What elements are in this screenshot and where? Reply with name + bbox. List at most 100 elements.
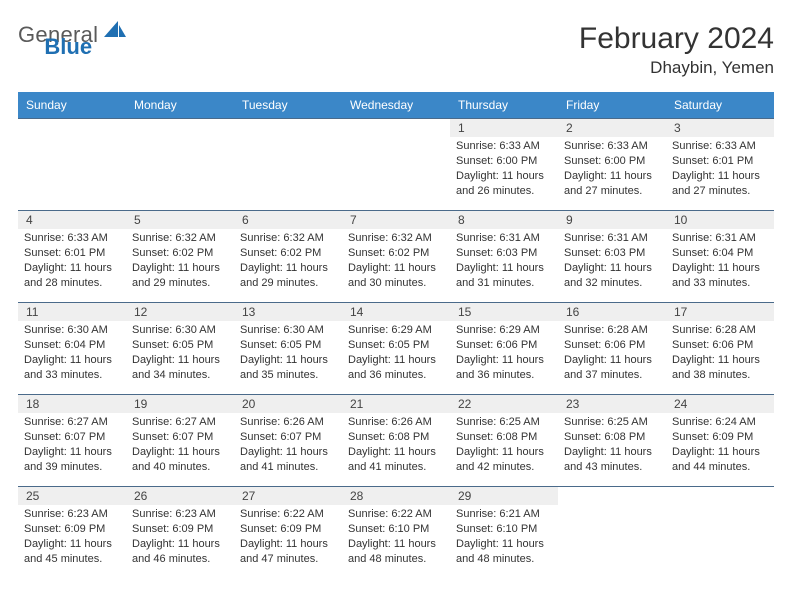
calendar-cell: 4Sunrise: 6:33 AMSunset: 6:01 PMDaylight… bbox=[18, 211, 126, 303]
calendar-cell: 1Sunrise: 6:33 AMSunset: 6:00 PMDaylight… bbox=[450, 119, 558, 211]
calendar-row: 11Sunrise: 6:30 AMSunset: 6:04 PMDayligh… bbox=[18, 303, 774, 395]
logo-text-blue: Blue bbox=[44, 34, 92, 60]
day-content: Sunrise: 6:31 AMSunset: 6:03 PMDaylight:… bbox=[558, 229, 666, 294]
calendar-cell: 0 bbox=[342, 119, 450, 211]
day-number: 10 bbox=[666, 211, 774, 229]
day-number: 22 bbox=[450, 395, 558, 413]
calendar-cell: 29Sunrise: 6:21 AMSunset: 6:10 PMDayligh… bbox=[450, 487, 558, 579]
day-number: 28 bbox=[342, 487, 450, 505]
weekday-header: Tuesday bbox=[234, 92, 342, 119]
page-title: February 2024 bbox=[579, 22, 774, 56]
calendar-cell: 2Sunrise: 6:33 AMSunset: 6:00 PMDaylight… bbox=[558, 119, 666, 211]
calendar-table: SundayMondayTuesdayWednesdayThursdayFrid… bbox=[18, 92, 774, 579]
logo-sail-icon bbox=[104, 21, 126, 44]
calendar-row: 25Sunrise: 6:23 AMSunset: 6:09 PMDayligh… bbox=[18, 487, 774, 579]
day-content: Sunrise: 6:23 AMSunset: 6:09 PMDaylight:… bbox=[18, 505, 126, 570]
calendar-cell: 16Sunrise: 6:28 AMSunset: 6:06 PMDayligh… bbox=[558, 303, 666, 395]
day-number: 4 bbox=[18, 211, 126, 229]
day-content bbox=[666, 505, 774, 511]
calendar-cell: 3Sunrise: 6:33 AMSunset: 6:01 PMDaylight… bbox=[666, 119, 774, 211]
calendar-cell: 0 bbox=[234, 119, 342, 211]
calendar-row: 4Sunrise: 6:33 AMSunset: 6:01 PMDaylight… bbox=[18, 211, 774, 303]
day-number: 29 bbox=[450, 487, 558, 505]
calendar-cell: 10Sunrise: 6:31 AMSunset: 6:04 PMDayligh… bbox=[666, 211, 774, 303]
day-number: 15 bbox=[450, 303, 558, 321]
day-number: 21 bbox=[342, 395, 450, 413]
day-content bbox=[558, 505, 666, 511]
day-content: Sunrise: 6:30 AMSunset: 6:05 PMDaylight:… bbox=[126, 321, 234, 386]
day-content: Sunrise: 6:27 AMSunset: 6:07 PMDaylight:… bbox=[18, 413, 126, 478]
weekday-header-row: SundayMondayTuesdayWednesdayThursdayFrid… bbox=[18, 92, 774, 119]
day-number: 12 bbox=[126, 303, 234, 321]
calendar-cell: 0 bbox=[18, 119, 126, 211]
day-number: 20 bbox=[234, 395, 342, 413]
day-content: Sunrise: 6:28 AMSunset: 6:06 PMDaylight:… bbox=[666, 321, 774, 386]
day-number: 26 bbox=[126, 487, 234, 505]
day-number: 25 bbox=[18, 487, 126, 505]
day-content: Sunrise: 6:25 AMSunset: 6:08 PMDaylight:… bbox=[450, 413, 558, 478]
weekday-header: Saturday bbox=[666, 92, 774, 119]
calendar-cell: 14Sunrise: 6:29 AMSunset: 6:05 PMDayligh… bbox=[342, 303, 450, 395]
day-content: Sunrise: 6:30 AMSunset: 6:04 PMDaylight:… bbox=[18, 321, 126, 386]
weekday-header: Wednesday bbox=[342, 92, 450, 119]
day-content: Sunrise: 6:31 AMSunset: 6:04 PMDaylight:… bbox=[666, 229, 774, 294]
day-content: Sunrise: 6:33 AMSunset: 6:00 PMDaylight:… bbox=[450, 137, 558, 202]
day-number: 1 bbox=[450, 119, 558, 137]
day-number: 19 bbox=[126, 395, 234, 413]
calendar-cell: 21Sunrise: 6:26 AMSunset: 6:08 PMDayligh… bbox=[342, 395, 450, 487]
day-content bbox=[18, 137, 126, 143]
calendar-cell: 24Sunrise: 6:24 AMSunset: 6:09 PMDayligh… bbox=[666, 395, 774, 487]
day-content: Sunrise: 6:33 AMSunset: 6:00 PMDaylight:… bbox=[558, 137, 666, 202]
calendar-cell: 11Sunrise: 6:30 AMSunset: 6:04 PMDayligh… bbox=[18, 303, 126, 395]
calendar-cell: 27Sunrise: 6:22 AMSunset: 6:09 PMDayligh… bbox=[234, 487, 342, 579]
day-content: Sunrise: 6:33 AMSunset: 6:01 PMDaylight:… bbox=[666, 137, 774, 202]
calendar-cell: 0 bbox=[558, 487, 666, 579]
logo-blue-row: General Blue bbox=[32, 34, 92, 60]
weekday-header: Monday bbox=[126, 92, 234, 119]
calendar-cell: 25Sunrise: 6:23 AMSunset: 6:09 PMDayligh… bbox=[18, 487, 126, 579]
day-number: 9 bbox=[558, 211, 666, 229]
day-content: Sunrise: 6:28 AMSunset: 6:06 PMDaylight:… bbox=[558, 321, 666, 386]
day-number: 3 bbox=[666, 119, 774, 137]
day-content: Sunrise: 6:29 AMSunset: 6:06 PMDaylight:… bbox=[450, 321, 558, 386]
calendar-row: 00001Sunrise: 6:33 AMSunset: 6:00 PMDayl… bbox=[18, 119, 774, 211]
day-content: Sunrise: 6:29 AMSunset: 6:05 PMDaylight:… bbox=[342, 321, 450, 386]
calendar-cell: 26Sunrise: 6:23 AMSunset: 6:09 PMDayligh… bbox=[126, 487, 234, 579]
calendar-cell: 6Sunrise: 6:32 AMSunset: 6:02 PMDaylight… bbox=[234, 211, 342, 303]
day-number: 14 bbox=[342, 303, 450, 321]
day-content: Sunrise: 6:32 AMSunset: 6:02 PMDaylight:… bbox=[234, 229, 342, 294]
day-content: Sunrise: 6:30 AMSunset: 6:05 PMDaylight:… bbox=[234, 321, 342, 386]
day-content bbox=[342, 137, 450, 143]
calendar-cell: 22Sunrise: 6:25 AMSunset: 6:08 PMDayligh… bbox=[450, 395, 558, 487]
day-content: Sunrise: 6:33 AMSunset: 6:01 PMDaylight:… bbox=[18, 229, 126, 294]
day-content: Sunrise: 6:31 AMSunset: 6:03 PMDaylight:… bbox=[450, 229, 558, 294]
calendar-cell: 7Sunrise: 6:32 AMSunset: 6:02 PMDaylight… bbox=[342, 211, 450, 303]
day-content: Sunrise: 6:23 AMSunset: 6:09 PMDaylight:… bbox=[126, 505, 234, 570]
calendar-cell: 15Sunrise: 6:29 AMSunset: 6:06 PMDayligh… bbox=[450, 303, 558, 395]
day-content: Sunrise: 6:24 AMSunset: 6:09 PMDaylight:… bbox=[666, 413, 774, 478]
day-content: Sunrise: 6:26 AMSunset: 6:07 PMDaylight:… bbox=[234, 413, 342, 478]
calendar-cell: 0 bbox=[126, 119, 234, 211]
day-content: Sunrise: 6:32 AMSunset: 6:02 PMDaylight:… bbox=[342, 229, 450, 294]
weekday-header: Sunday bbox=[18, 92, 126, 119]
day-number: 2 bbox=[558, 119, 666, 137]
day-number: 24 bbox=[666, 395, 774, 413]
day-content: Sunrise: 6:26 AMSunset: 6:08 PMDaylight:… bbox=[342, 413, 450, 478]
calendar-cell: 5Sunrise: 6:32 AMSunset: 6:02 PMDaylight… bbox=[126, 211, 234, 303]
day-number: 6 bbox=[234, 211, 342, 229]
weekday-header: Thursday bbox=[450, 92, 558, 119]
day-content: Sunrise: 6:22 AMSunset: 6:09 PMDaylight:… bbox=[234, 505, 342, 570]
calendar-cell: 12Sunrise: 6:30 AMSunset: 6:05 PMDayligh… bbox=[126, 303, 234, 395]
day-content bbox=[126, 137, 234, 143]
calendar-cell: 0 bbox=[666, 487, 774, 579]
calendar-cell: 28Sunrise: 6:22 AMSunset: 6:10 PMDayligh… bbox=[342, 487, 450, 579]
title-block: February 2024 Dhaybin, Yemen bbox=[579, 22, 774, 78]
location-label: Dhaybin, Yemen bbox=[579, 58, 774, 78]
day-number: 8 bbox=[450, 211, 558, 229]
day-content bbox=[234, 137, 342, 143]
calendar-cell: 13Sunrise: 6:30 AMSunset: 6:05 PMDayligh… bbox=[234, 303, 342, 395]
calendar-cell: 17Sunrise: 6:28 AMSunset: 6:06 PMDayligh… bbox=[666, 303, 774, 395]
weekday-header: Friday bbox=[558, 92, 666, 119]
day-number: 13 bbox=[234, 303, 342, 321]
day-number: 18 bbox=[18, 395, 126, 413]
